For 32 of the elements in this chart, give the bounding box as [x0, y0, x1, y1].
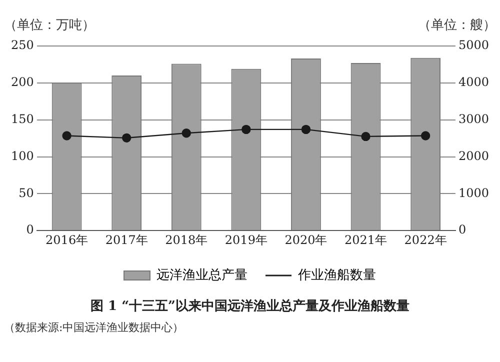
- x-tick-label: 2022年: [404, 232, 447, 247]
- point: [361, 132, 370, 142]
- x-tick-label: 2019年: [224, 232, 268, 247]
- point: [301, 124, 311, 134]
- x-tick-label: 2018年: [165, 232, 208, 247]
- y-tick-label: 200: [11, 75, 34, 90]
- x-tick-label: 2020年: [284, 232, 328, 247]
- y-tick-label: 250: [11, 38, 34, 52]
- y-tick-label: 0: [26, 222, 34, 237]
- y2-tick-label: 1000: [458, 186, 490, 200]
- text: （数据来源:中国远洋渔业数据中心）: [4, 320, 184, 335]
- y-tick-label: 150: [11, 112, 34, 126]
- legend-label: 作业渔船数量: [297, 268, 376, 283]
- y2-tick-label: 3000: [458, 112, 490, 126]
- y2-tick-label: 0: [458, 222, 466, 237]
- x-tick-label: 2021年: [344, 232, 388, 247]
- legend-label: 远洋渔业总产量: [156, 268, 248, 283]
- point: [62, 131, 72, 140]
- y-tick-label: 50: [18, 186, 34, 200]
- text: 图 1 “十三五”以来中国远洋渔业总产量及作业渔船数量: [89, 298, 411, 315]
- x-tick-label: 2016年: [46, 232, 88, 247]
- y2-tick-label: 2000: [458, 148, 490, 163]
- point: [122, 133, 132, 143]
- point: [182, 128, 191, 138]
- y2-tick-label: 5000: [458, 38, 490, 52]
- y2-axis-title: （单位：艘）: [418, 18, 496, 33]
- point: [242, 124, 251, 134]
- y-tick-label: 100: [11, 148, 34, 163]
- point: [420, 131, 430, 140]
- y-axis-title: （单位：万吨）: [4, 18, 95, 33]
- y2-tick-label: 4000: [458, 75, 490, 90]
- x-tick-label: 2017年: [105, 232, 148, 247]
